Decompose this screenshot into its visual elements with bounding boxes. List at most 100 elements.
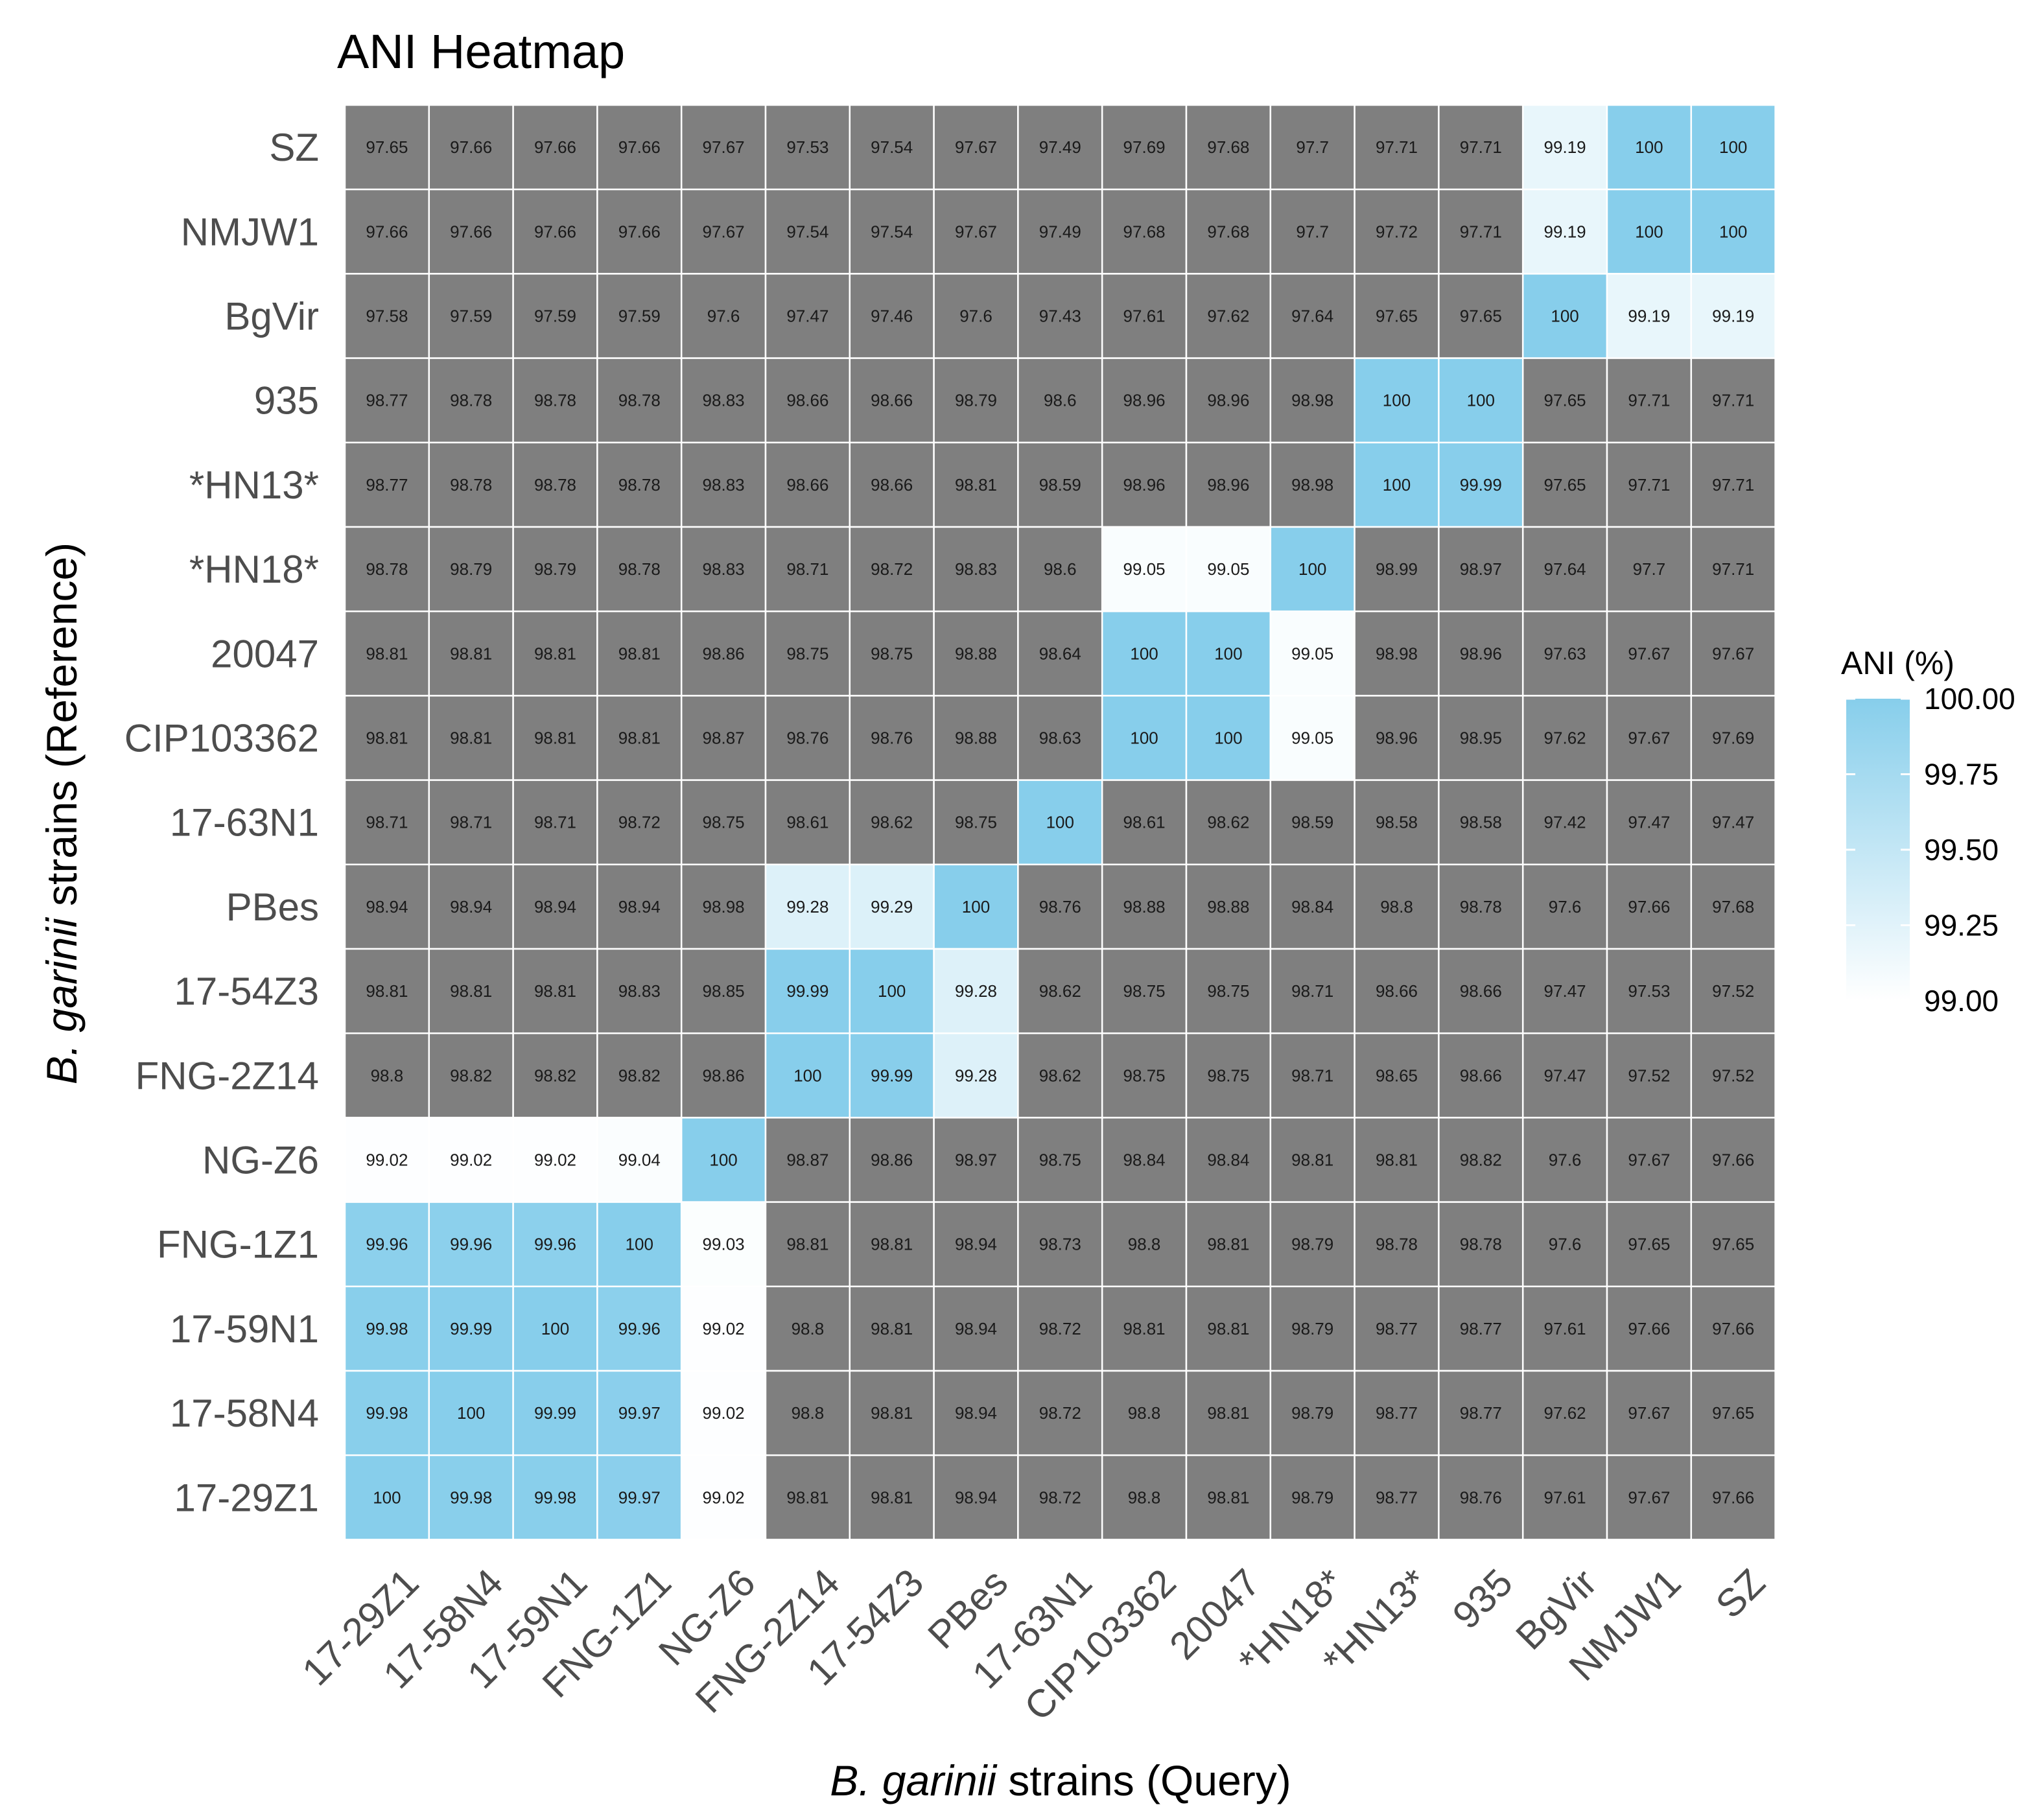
heatmap-cell-label: 98.66: [1460, 1066, 1502, 1085]
heatmap-cell: [1185, 948, 1272, 1034]
heatmap-cell-label: 98.75: [871, 644, 913, 663]
heatmap-cell-label: 98.79: [1291, 1319, 1333, 1338]
legend-tick-label: 100.00: [1924, 682, 2015, 716]
heatmap-cell-label: 98.81: [1291, 1150, 1333, 1170]
heatmap-cell-label: 97.71: [1628, 391, 1670, 410]
heatmap-cell-label: 97.47: [1544, 1066, 1586, 1085]
heatmap-cell-label: 98.58: [1460, 813, 1502, 832]
heatmap-cell: [1185, 1285, 1272, 1372]
heatmap-cell-label: 98.59: [1039, 475, 1081, 495]
heatmap-cell-label: 97.49: [1039, 222, 1081, 241]
heatmap-cell: [1521, 779, 1608, 866]
heatmap-cell: [1438, 779, 1524, 866]
heatmap-cell-label: 100: [373, 1488, 401, 1507]
heatmap-cell: [1690, 1370, 1776, 1456]
heatmap-cell-label: 100: [1635, 222, 1663, 241]
heatmap-cell-label: 97.67: [1628, 1150, 1670, 1170]
x-axis-title-rest: strains (Query): [996, 1756, 1291, 1804]
heatmap-cell-label: 97.53: [786, 137, 828, 157]
heatmap-cell-label: 98.75: [1039, 1150, 1081, 1170]
heatmap-cell-label: 98.75: [786, 644, 828, 663]
heatmap-cell-label: 98.81: [534, 644, 576, 663]
heatmap-cell: [1017, 779, 1103, 866]
heatmap-cell: [933, 104, 1019, 191]
heatmap-cell: [1269, 526, 1355, 612]
heatmap-cell: [1185, 1201, 1272, 1288]
heatmap-cell-label: 98.64: [1039, 644, 1081, 663]
heatmap-cell: [1017, 863, 1103, 950]
heatmap-cell-label: 97.43: [1039, 307, 1081, 326]
y-axis-tick-label: CIP103362: [124, 717, 319, 760]
y-axis-tick-label: *HN18*: [189, 548, 319, 591]
heatmap-cell: [1438, 610, 1524, 697]
heatmap-cell-label: 98.86: [871, 1150, 913, 1170]
heatmap-cell-label: 98.83: [703, 559, 745, 579]
heatmap-cell: [512, 104, 598, 191]
y-axis-tick-label: 17-59N1: [170, 1307, 319, 1351]
heatmap-cell: [1606, 1201, 1693, 1288]
heatmap-cell: [764, 1201, 851, 1288]
heatmap-cell-label: 99.05: [1207, 559, 1249, 579]
heatmap-cell-label: 98.83: [703, 391, 745, 410]
heatmap-cell-label: 99.05: [1123, 559, 1166, 579]
heatmap-cell-label: 98.97: [955, 1150, 997, 1170]
heatmap-cell: [933, 441, 1019, 528]
heatmap-cell-label: 97.49: [1039, 137, 1081, 157]
heatmap-cell-label: 98.94: [366, 897, 408, 916]
heatmap-cell-label: 97.67: [703, 137, 745, 157]
heatmap-cell-label: 98.75: [1207, 981, 1249, 1001]
heatmap-cell-label: 98.81: [871, 1403, 913, 1423]
heatmap-cell-label: 99.19: [1628, 307, 1670, 326]
heatmap-cell-label: 97.66: [534, 222, 576, 241]
heatmap-cell-label: 97.71: [1712, 391, 1754, 410]
heatmap-cell-label: 98.81: [1207, 1403, 1249, 1423]
heatmap-cell-label: 99.02: [703, 1403, 745, 1423]
heatmap-cell-label: 97.53: [1628, 981, 1670, 1001]
heatmap-cell-label: 97.65: [1460, 307, 1502, 326]
heatmap-cell-label: 98.88: [955, 729, 997, 748]
heatmap-cell: [344, 1285, 430, 1372]
heatmap-cell-label: 97.66: [1712, 1150, 1754, 1170]
heatmap-cell-label: 97.64: [1544, 559, 1586, 579]
heatmap-cell: [596, 1117, 683, 1203]
heatmap-cell-label: 100: [541, 1319, 569, 1338]
heatmap-cell-label: 98.81: [1207, 1235, 1249, 1254]
heatmap-cell-label: 98.77: [1376, 1319, 1418, 1338]
heatmap-cell-label: 98.98: [703, 897, 745, 916]
heatmap-cell-label: 97.64: [1291, 307, 1333, 326]
heatmap-cell: [1017, 695, 1103, 781]
heatmap-cell-label: 97.67: [955, 137, 997, 157]
heatmap-cell: [1354, 357, 1440, 444]
legend-ticks: 100.00 99.75 99.50 99.25 99.00: [1846, 682, 2015, 1018]
heatmap-cell-label: 98.88: [955, 644, 997, 663]
heatmap-cell-label: 99.99: [450, 1319, 492, 1338]
heatmap-cell-label: 99.03: [703, 1235, 745, 1254]
heatmap-cell-label: 98.71: [450, 813, 492, 832]
heatmap-cell: [1438, 1117, 1524, 1203]
heatmap-cell-label: 97.66: [1628, 1319, 1670, 1338]
heatmap-cell-label: 98.94: [955, 1319, 997, 1338]
heatmap-cell-labels: 97.65 97.66 97.66 97.66 97.67 97.53 97.54 97.67…: [366, 137, 1754, 1507]
heatmap-cell-label: 99.98: [534, 1488, 576, 1507]
heatmap-cell-label: 98.96: [1207, 475, 1249, 495]
heatmap-cell-label: 97.63: [1544, 644, 1586, 663]
heatmap-cell: [764, 188, 851, 275]
heatmap-cell: [1185, 1370, 1272, 1456]
heatmap-cell: [1101, 104, 1188, 191]
heatmap-cell-label: 100: [1467, 391, 1495, 410]
heatmap-cell-label: 97.69: [1712, 729, 1754, 748]
y-axis-tick-label: FNG-1Z1: [157, 1223, 319, 1266]
heatmap-cell: [1185, 273, 1272, 359]
heatmap-cell-label: 99.96: [366, 1235, 408, 1254]
y-axis-tick-label: NMJW1: [181, 210, 319, 253]
heatmap-cell-label: 97.47: [786, 307, 828, 326]
heatmap-cell-label: 98.75: [1207, 1066, 1249, 1085]
heatmap-cell-label: 98.66: [1460, 981, 1502, 1001]
heatmap-cell: [680, 610, 767, 697]
heatmap-cell: [512, 863, 598, 950]
heatmap-cell: [1690, 610, 1776, 697]
heatmap-cell-label: 99.28: [955, 1066, 997, 1085]
y-axis-tick-label: 17-29Z1: [174, 1476, 319, 1519]
heatmap-cell-label: 98.81: [450, 644, 492, 663]
heatmap-cell: [1101, 695, 1188, 781]
